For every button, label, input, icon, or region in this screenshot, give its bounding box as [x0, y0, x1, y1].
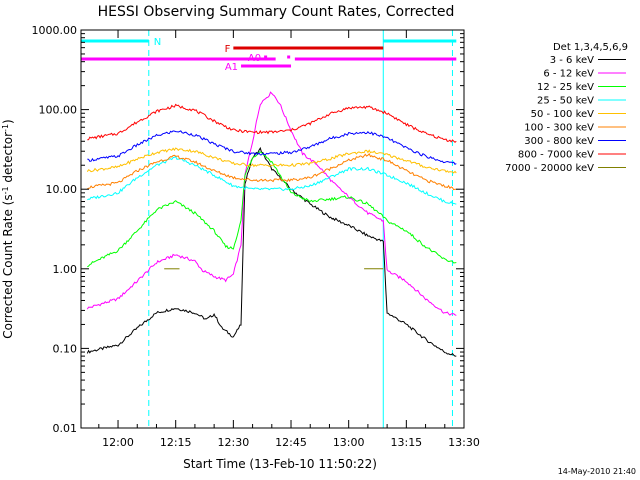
legend-label-1: 6 - 12 keV: [543, 69, 594, 80]
plot-frame: [80, 29, 465, 429]
legend-label-0: 3 - 6 keV: [550, 55, 594, 66]
x-tick-label-1: 12:15: [160, 436, 192, 449]
series-line-5: [87, 153, 457, 191]
series-line-3: [87, 155, 457, 205]
legend-label-5: 100 - 300 keV: [524, 123, 594, 134]
legend-label-2: 12 - 25 keV: [537, 82, 594, 93]
series-line-7: [87, 103, 457, 143]
y-tick-label-4: 100.00: [39, 104, 78, 117]
footer-timestamp: 14-May-2010 21:40: [558, 467, 636, 476]
x-tick-label-2: 12:30: [218, 436, 250, 449]
legend-label-4: 50 - 100 keV: [531, 109, 595, 120]
legend-label-3: 25 - 50 keV: [537, 96, 594, 107]
y-tick-label-0: 0.01: [53, 422, 78, 435]
series-line-2: [87, 151, 457, 268]
y-tick-label-5: 1000.00: [32, 24, 78, 37]
legend-title: Det 1,3,4,5,6,9: [553, 42, 628, 53]
x-tick-label-5: 13:15: [390, 436, 422, 449]
flag-label-a1: A1: [225, 62, 238, 73]
y-tick-label-1: 0.10: [53, 342, 78, 355]
series-line-6: [87, 130, 457, 165]
legend-label-7: 800 - 7000 keV: [518, 150, 594, 161]
y-tick-label-2: 1.00: [53, 263, 78, 276]
x-tick-label-6: 13:30: [448, 436, 480, 449]
x-axis-label: Start Time (13-Feb-10 11:50:22): [183, 457, 377, 471]
y-tick-label-3: 10.00: [46, 183, 78, 196]
y-axis-label: Corrected Count Rate (s-1 detector-1): [1, 119, 15, 338]
x-tick-label-3: 12:45: [275, 436, 307, 449]
legend-label-8: 7000 - 20000 keV: [505, 163, 594, 174]
series-line-0: [86, 146, 457, 357]
legend-label-6: 300 - 800 keV: [524, 136, 594, 147]
x-tick-label-4: 13:00: [333, 436, 365, 449]
x-tick-label-0: 12:00: [102, 436, 134, 449]
legend: 3 - 6 keV 6 - 12 keV 12 - 25 keV 25 - 50 ke…: [505, 55, 626, 174]
series-line-4: [86, 147, 457, 174]
series-line-1: [86, 91, 457, 316]
chart-title: HESSI Observing Summary Count Rates, Cor…: [98, 4, 455, 20]
flag-label-f: F: [225, 44, 231, 55]
flag-label-n: N: [154, 37, 161, 48]
